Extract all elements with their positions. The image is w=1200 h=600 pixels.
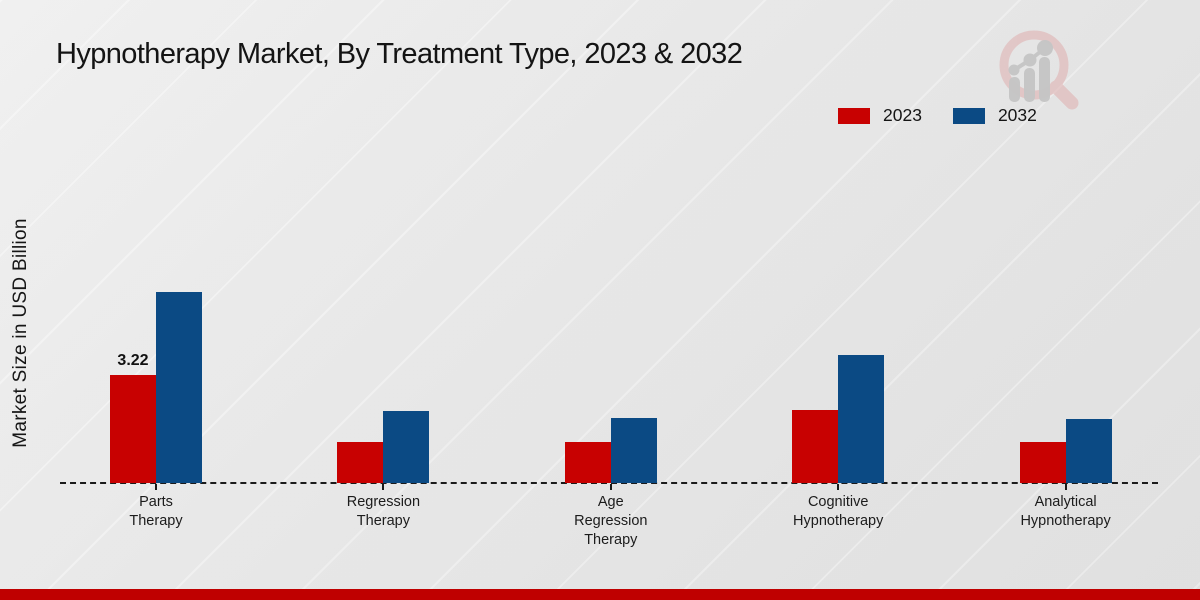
- x-axis-tick: [1064, 484, 1067, 490]
- bar-2023-age-regression-therapy: [564, 442, 611, 483]
- x-axis-category-label: Cognitive Hypnotherapy: [793, 494, 884, 529]
- legend-swatch-2032: [952, 107, 985, 124]
- bar-2023-regression-therapy: [337, 442, 384, 483]
- x-axis-tick: [609, 484, 612, 490]
- footer-accent-bar: [0, 589, 1200, 600]
- bar-2032-regression-therapy: [383, 411, 430, 483]
- x-axis-tick: [155, 484, 157, 490]
- legend-swatch-2023: [838, 107, 870, 124]
- chart-title: Hypnotherapy Market, By Treatment Type, …: [56, 38, 743, 70]
- bar-2032-analytical-hypnotherapy: [1065, 419, 1112, 483]
- bar-2032-cognitive-hypnotherapy: [838, 355, 885, 483]
- legend: 2023 2032: [838, 105, 1037, 126]
- bar-2023-parts-therapy: [110, 375, 156, 483]
- x-axis-category-label: Analytical Hypnotherapy: [1020, 494, 1111, 529]
- bar-2032-age-regression-therapy: [610, 418, 657, 483]
- legend-item-2023: 2023: [838, 105, 922, 126]
- magnifier-bar-chart-logo: [999, 30, 1079, 110]
- bar-2023-analytical-hypnotherapy: [1019, 442, 1066, 483]
- legend-label-2023: 2023: [883, 105, 922, 125]
- x-axis-category-label: Age Regression Therapy: [574, 494, 648, 548]
- legend-label-2032: 2032: [997, 105, 1037, 125]
- legend-item-2032: 2032: [952, 105, 1037, 126]
- x-axis-category-label: Parts Therapy: [129, 494, 183, 529]
- x-axis-dashed-baseline: [60, 482, 1158, 484]
- bar-2023-cognitive-hypnotherapy: [792, 410, 839, 483]
- bar-2032-parts-therapy: [156, 292, 202, 483]
- x-axis-tick: [837, 484, 840, 490]
- x-axis-category-label: Regression Therapy: [346, 494, 421, 529]
- x-axis-tick: [382, 484, 385, 490]
- data-label-2023: 3.22: [117, 352, 149, 369]
